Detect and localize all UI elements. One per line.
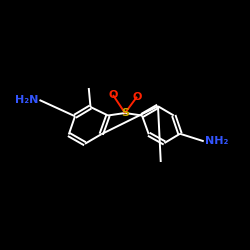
Text: H₂N: H₂N (15, 95, 39, 105)
Text: O: O (108, 90, 118, 100)
Text: O: O (132, 92, 142, 102)
Text: NH₂: NH₂ (204, 136, 228, 146)
Text: S: S (121, 108, 129, 118)
